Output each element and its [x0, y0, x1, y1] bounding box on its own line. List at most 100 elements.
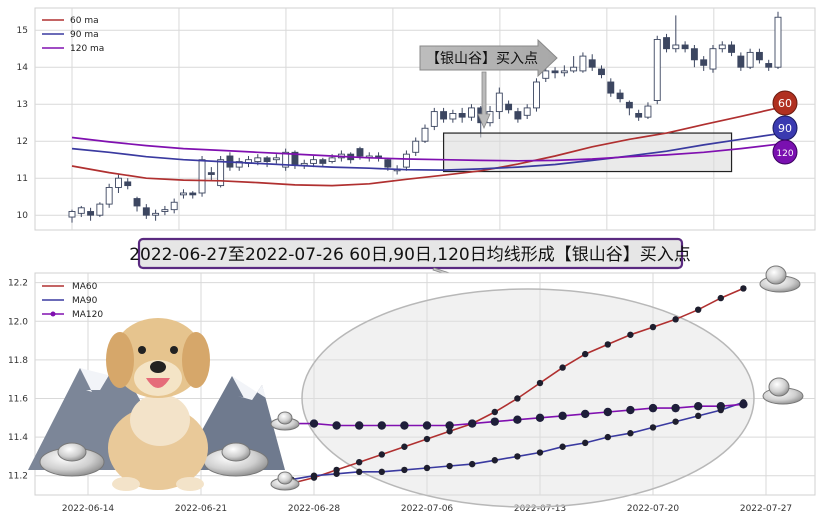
point-ma90-2	[333, 470, 340, 477]
candle-body-52	[551, 70, 559, 74]
point-ma90-16	[649, 424, 657, 431]
candle-1	[77, 205, 85, 218]
candle-76	[774, 11, 782, 70]
point-ma120-9	[490, 417, 499, 426]
candle-8	[142, 204, 150, 219]
candle-body-1	[77, 207, 85, 214]
point-ma90-10	[514, 453, 521, 460]
candle-body-54	[570, 66, 578, 72]
top-line-ma60	[71, 107, 779, 187]
point-ma60-10	[514, 395, 521, 402]
candle-body-10	[161, 209, 169, 212]
candle-body-14	[198, 159, 206, 194]
candle-body-50	[533, 81, 540, 109]
candle-body-18	[235, 161, 243, 168]
point-ma60-19	[717, 294, 724, 302]
point-ma60-16	[649, 323, 657, 331]
candle-body-46	[495, 92, 503, 113]
candle-body-47	[505, 103, 513, 111]
candle-55	[579, 52, 587, 73]
point-ma60-18	[695, 306, 702, 313]
candle-body-0	[68, 211, 76, 218]
candle-body-37	[412, 140, 420, 153]
candle-6	[124, 178, 132, 190]
legend-ma90: MA90	[72, 296, 98, 306]
point-ma120-8	[468, 419, 477, 428]
candle-47	[505, 100, 513, 114]
candle-body-6	[124, 181, 132, 187]
candle-68	[700, 56, 708, 71]
candle-36	[402, 150, 410, 171]
candle-10	[161, 205, 169, 216]
point-ma90-11	[536, 449, 544, 456]
candle-body-76	[774, 16, 782, 68]
candle-body-36	[402, 153, 410, 168]
badge-60	[772, 90, 798, 116]
candle-body-2	[87, 211, 95, 216]
candle-body-15	[207, 172, 215, 175]
point-ma120-12	[558, 411, 567, 421]
bottom-y-tick-4: 12.0	[8, 317, 28, 327]
legend-120ma: 120 ma	[70, 44, 104, 54]
bottom-y-tick-1: 11.4	[8, 433, 28, 443]
candle-61	[635, 109, 643, 121]
point-ma120-17	[671, 403, 680, 413]
candle-27	[319, 157, 327, 168]
candle-body-67	[690, 48, 698, 61]
legend-ma120: MA120	[72, 310, 103, 320]
bottom-y-tick-3: 11.8	[8, 356, 28, 366]
bottom-x-tick-0: 2022-06-14	[62, 504, 115, 514]
candle-18	[235, 157, 243, 171]
candle-22	[272, 154, 280, 164]
candle-body-5	[114, 177, 122, 188]
candle-73	[746, 48, 754, 70]
puppy-icon	[106, 318, 210, 491]
candle-63	[653, 35, 661, 105]
top-y-tick-0: 10	[17, 211, 29, 221]
bottom-x-tick-1: 2022-06-21	[175, 504, 227, 514]
bottom-y-tick-2: 11.6	[8, 394, 28, 404]
candle-body-3	[96, 203, 104, 216]
candle-26	[310, 156, 317, 168]
candle-body-74	[755, 51, 763, 61]
point-ma60-12	[559, 364, 566, 371]
bottom-x-tick-4: 2022-07-13	[514, 504, 566, 514]
banner-text: 2022-06-27至2022-07-26 60日,90日,120日均线形成【银…	[129, 245, 691, 265]
bottom-ma-lines	[287, 285, 748, 487]
candle-46	[495, 87, 503, 119]
legend-60ma: 60 ma	[70, 16, 99, 26]
point-ma120-10	[513, 415, 522, 424]
candle-40	[440, 107, 448, 123]
candle-body-57	[598, 68, 605, 76]
candle-4	[105, 183, 113, 208]
point-ma90-18	[695, 412, 702, 420]
candle-23	[282, 148, 290, 171]
bottom-y-tick-labels: 11.2 11.4 11.6 11.8 12.0 12.2	[8, 279, 28, 482]
candle-42	[458, 107, 466, 123]
point-ma90-12	[559, 443, 566, 450]
candle-body-71	[728, 44, 736, 53]
candle-body-61	[635, 112, 643, 118]
candle-body-65	[672, 44, 680, 50]
point-ma120-4	[377, 421, 386, 430]
series-ma120	[287, 400, 748, 430]
candle-body-66	[681, 44, 689, 50]
top-line-ma120	[71, 136, 779, 162]
point-ma60-4	[378, 451, 385, 458]
point-ma60-3	[356, 458, 363, 466]
candle-body-13	[189, 192, 197, 196]
candle-38	[421, 124, 429, 144]
candle-66	[681, 41, 689, 53]
candle-71	[728, 41, 736, 57]
candle-39	[430, 107, 438, 131]
candle-body-59	[616, 92, 624, 100]
candle-70	[718, 41, 726, 53]
buy-point-arrow: 【银山谷】买入点	[419, 38, 558, 130]
candle-body-60	[625, 101, 633, 109]
candle-body-8	[142, 207, 150, 216]
point-ma60-17	[672, 316, 679, 323]
candle-body-58	[607, 81, 615, 94]
buy-point-label: 【银山谷】买入点	[426, 51, 538, 67]
down-arrow-icon	[477, 71, 491, 130]
